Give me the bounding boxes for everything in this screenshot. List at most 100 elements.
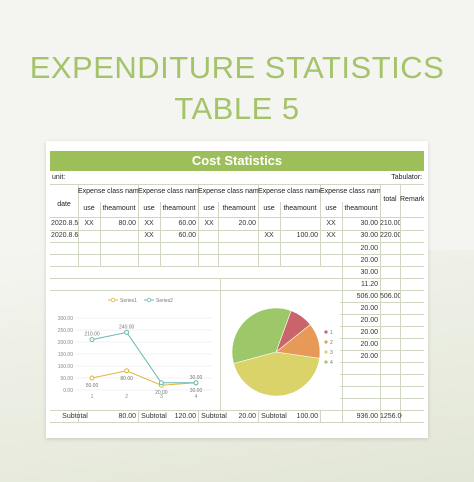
x-tick-label: 3: [160, 394, 163, 400]
grid-line: [380, 184, 381, 266]
row-use: XX: [144, 232, 154, 239]
grid-line: [220, 278, 221, 410]
data-label: 50.00: [86, 383, 99, 389]
y-tick-label: 50.00: [60, 376, 73, 382]
row-total: 210.00: [380, 220, 400, 227]
data-point: [124, 368, 130, 374]
grid-line: [50, 266, 424, 267]
y-tick-label: 100.00: [58, 364, 74, 370]
header-use: use: [203, 205, 215, 212]
row-use: [198, 230, 220, 242]
pie-slice: [231, 307, 292, 364]
legend-label: 1: [330, 330, 333, 336]
grid-line: [340, 326, 424, 327]
extra-amount: 506.00: [356, 293, 378, 300]
row-use: XX: [144, 220, 154, 227]
grid-line: [340, 374, 424, 375]
row-use: XX: [326, 232, 336, 239]
page-title-line-2: TABLE 5: [174, 91, 300, 126]
y-tick-label: 0.00: [63, 388, 73, 394]
grid-line: [78, 410, 79, 422]
grid-line: [340, 386, 424, 387]
grid-line: [380, 410, 381, 422]
header-amount: theamount: [222, 205, 256, 212]
header-expense-class-5: Expense class name 5: [320, 188, 380, 195]
data-point: [158, 380, 164, 386]
data-point: [193, 380, 199, 386]
row-date: 2020.8.5: [51, 220, 78, 227]
legend-marker: [324, 340, 328, 344]
legend-marker: [324, 330, 328, 334]
grid-line: [218, 202, 219, 266]
data-label: 210.00: [84, 332, 100, 338]
grid-line: [50, 217, 424, 218]
row-use: XX: [84, 220, 94, 227]
sheet-banner: Cost Statistics: [50, 151, 424, 171]
row-amount: 80.00: [118, 220, 136, 227]
grid-line: [50, 410, 424, 411]
grid-line: [138, 410, 139, 422]
series-line: [91, 331, 196, 384]
header-expense-class-3: Expense class name 3: [198, 188, 258, 195]
grid-line: [340, 362, 424, 363]
grid-line: [198, 184, 199, 266]
y-tick-label: 150.00: [58, 352, 74, 358]
row-use: [78, 230, 100, 242]
data-point: [89, 337, 95, 343]
grid-line: [50, 242, 424, 243]
grid-line: [320, 184, 321, 266]
row-amount: 30.00: [360, 220, 378, 227]
legend-label: Series1: [120, 298, 137, 304]
header-use: use: [263, 205, 275, 212]
grid-line: [100, 202, 101, 266]
subtotal-label: Subtotal: [62, 413, 88, 420]
extra-amount: 11.20: [361, 281, 378, 288]
row-amount: [280, 218, 318, 230]
row-use: XX: [326, 220, 336, 227]
grid-line: [400, 410, 401, 422]
grid-line: [320, 410, 321, 422]
grid-line: [380, 266, 381, 422]
grid-line: [160, 202, 161, 266]
row-amount: 100.00: [296, 232, 318, 239]
row-amount: 60.00: [178, 220, 196, 227]
row-amount: [220, 230, 256, 242]
grid-line: [50, 278, 424, 279]
legend-label: 4: [330, 360, 333, 366]
tabulator-label: Tabulator:: [391, 174, 422, 181]
y-tick-label: 250.00: [58, 328, 74, 334]
row-amount: 20.00: [238, 220, 256, 227]
extra-amount: 20.00: [360, 317, 378, 324]
y-tick-label: 300.00: [58, 316, 74, 322]
page-title-line-1: EXPENDITURE STATISTICS: [29, 50, 445, 85]
extra-total: 506.00: [380, 293, 400, 300]
grid-line: [50, 422, 424, 423]
row-amount: 60.00: [178, 232, 196, 239]
grid-line: [50, 290, 424, 291]
header-use: use: [83, 205, 95, 212]
pie-chart: 1 2 3 4: [231, 307, 333, 397]
subtotal-label: Subtotal: [261, 413, 287, 420]
header-expense-class-1: Expense class name 1: [78, 188, 138, 195]
grid-line: [400, 184, 401, 266]
data-point: [89, 375, 95, 381]
legend-marker: [146, 297, 152, 303]
subtotal-amount-5: 936.00: [356, 413, 378, 420]
x-tick-label: 4: [195, 394, 198, 400]
header-remark: Remark: [400, 196, 424, 203]
extra-amount: 30.00: [360, 269, 378, 276]
grid-line: [50, 254, 424, 255]
subtotal-amount-1: 80.00: [118, 413, 136, 420]
header-total: total: [383, 196, 397, 203]
grid-line: [138, 184, 139, 266]
row-date: 2020.8.6: [51, 232, 78, 239]
row-use: XX: [204, 220, 214, 227]
legend-marker: [324, 360, 328, 364]
table-grid: unit: Tabulator: date Expense class name 1 u…: [50, 172, 424, 430]
header-amount: theamount: [283, 205, 317, 212]
row-amount: [100, 230, 136, 242]
grid-line: [280, 202, 281, 266]
extra-amount: 20.00: [360, 341, 378, 348]
row-amount: 30.00: [360, 232, 378, 239]
header-amount: theamount: [344, 205, 378, 212]
